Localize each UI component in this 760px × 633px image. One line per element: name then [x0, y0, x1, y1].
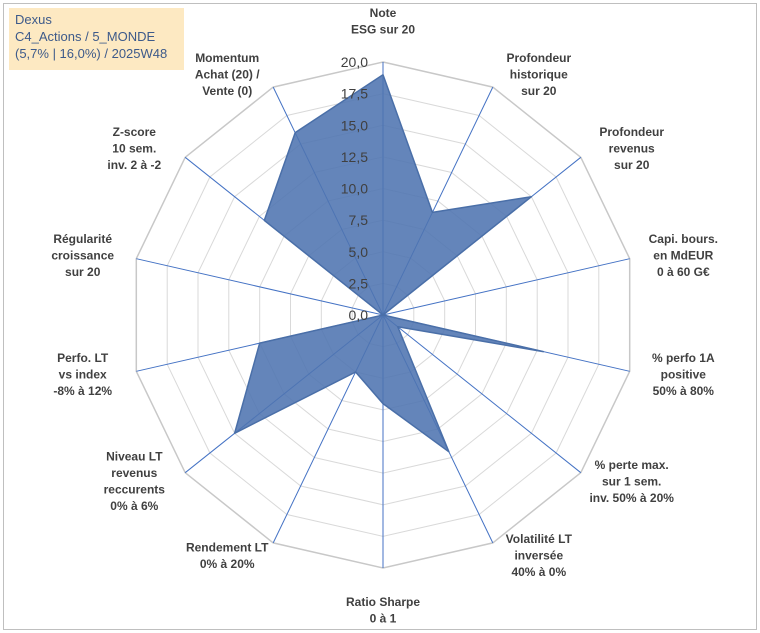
- tick-label: 20,0: [341, 54, 368, 70]
- tick-label: 17,5: [341, 86, 368, 102]
- axis-label-12: Z-score 10 sem. inv. 2 à -2: [107, 125, 161, 172]
- tick-label: 2,5: [349, 275, 369, 291]
- tick-label: 15,0: [341, 117, 368, 133]
- radial-axis: [382, 314, 582, 474]
- axis-label-6: Volatilité LT inversée 40% à 0%: [506, 532, 573, 579]
- radial-axis: [382, 258, 630, 316]
- axis-label-1: Profondeur historique sur 20: [506, 51, 571, 98]
- axis-label-0: Note ESG sur 20: [351, 6, 415, 37]
- data-series-area: [233, 73, 545, 453]
- radial-axis: [136, 258, 384, 316]
- info-line-2: C4_Actions / 5_MONDE: [15, 29, 156, 44]
- info-box: Dexus C4_Actions / 5_MONDE (5,7% | 16,0%…: [9, 8, 184, 70]
- axis-label-10: Perfo. LT vs index -8% à 12%: [53, 351, 112, 398]
- axis-label-4: % perfo 1A positive 50% à 80%: [652, 351, 715, 398]
- axis-label-9: Niveau LT revenus reccurents 0% à 6%: [104, 450, 166, 514]
- axis-label-11: Régularité croissance sur 20: [51, 232, 114, 279]
- axis-label-3: Capi. bours. en MdEUR 0 à 60 G€: [649, 232, 718, 279]
- axis-label-5: % perte max. sur 1 sem. inv. 50% à 20%: [589, 458, 674, 505]
- axis-label-7: Ratio Sharpe 0 à 1: [346, 595, 420, 626]
- tick-label: 12,5: [341, 149, 368, 165]
- tick-label: 10,0: [341, 181, 368, 197]
- tick-label: 5,0: [349, 244, 369, 260]
- info-line-1: Dexus: [15, 12, 52, 27]
- tick-label: 7,5: [349, 212, 369, 228]
- info-line-3: (5,7% | 16,0%) / 2025W48: [15, 46, 168, 61]
- axis-label-2: Profondeur revenus sur 20: [599, 125, 664, 172]
- tick-label: 0,0: [349, 307, 369, 323]
- axis-label-13: Momentum Achat (20) / Vente (0): [195, 51, 260, 98]
- axis-label-8: Rendement LT 0% à 20%: [186, 540, 269, 571]
